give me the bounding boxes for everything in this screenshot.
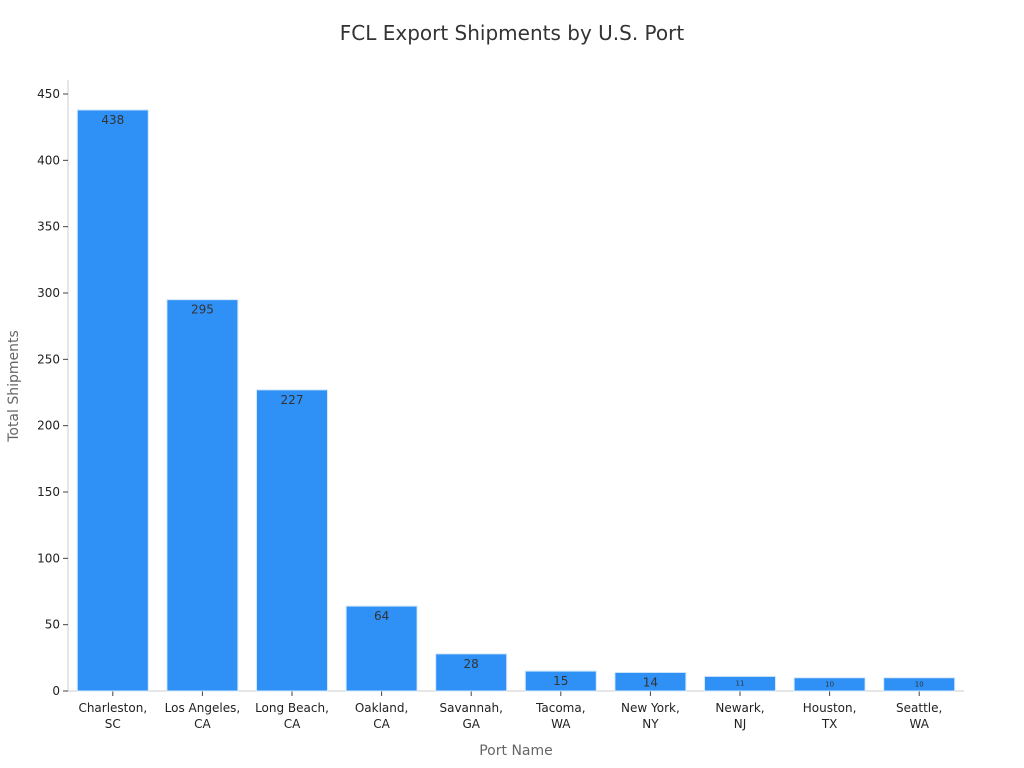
bar [793, 677, 866, 692]
bar [166, 299, 239, 692]
bar-value-label: 10 [825, 681, 834, 689]
x-tick-label: GA [462, 717, 480, 731]
bar [883, 677, 956, 692]
bar-value-label: 14 [643, 675, 658, 689]
bar [704, 675, 776, 692]
x-tick-label: SC [105, 717, 121, 731]
x-tick-label: WA [909, 717, 929, 731]
bar [256, 389, 328, 692]
bar [435, 653, 508, 692]
bar-value-label: 11 [736, 679, 745, 687]
x-tick-label: CA [194, 717, 211, 731]
y-tick-label: 50 [45, 618, 60, 632]
y-tick-label: 0 [52, 684, 60, 698]
y-tick-label: 250 [37, 352, 60, 366]
bar-value-label: 28 [464, 657, 479, 671]
x-axis: Charleston, SC Los Angeles, CA Long Beach, CA… [68, 690, 964, 731]
bar-value-label: 10 [915, 681, 924, 689]
y-tick-label: 300 [37, 286, 60, 300]
x-tick-label: NY [642, 717, 659, 731]
x-tick-label: Seattle, [896, 701, 942, 715]
bar-value-label: 438 [101, 113, 124, 127]
x-tick-label: New York, [621, 701, 680, 715]
bar-value-label: 64 [374, 609, 389, 623]
bar-value-label: 15 [553, 674, 568, 688]
x-tick-label: TX [821, 717, 838, 731]
bar [614, 671, 687, 692]
x-tick-label: WA [551, 717, 571, 731]
y-tick-label: 450 [37, 87, 60, 101]
bar-value-label: 295 [191, 303, 214, 317]
bar [524, 670, 597, 692]
bar [345, 605, 418, 692]
x-axis-title: Port Name [479, 743, 553, 759]
x-tick-label: Newark, [715, 701, 764, 715]
y-tick-label: 100 [37, 551, 60, 565]
y-tick-label: 350 [37, 220, 60, 234]
chart-title: FCL Export Shipments by U.S. Port [340, 21, 685, 45]
x-tick-label: Los Angeles, [165, 701, 240, 715]
x-tick-label: Oakland, [355, 701, 408, 715]
x-tick-label: Houston, [803, 701, 857, 715]
y-tick-label: 400 [37, 153, 60, 167]
y-tick-label: 200 [37, 419, 60, 433]
y-axis-title: Total Shipments [6, 330, 22, 443]
bars: 438 295 227 64 28 15 14 11 10 10 [76, 109, 956, 692]
x-tick-label: Tacoma, [535, 701, 586, 715]
y-tick-label: 150 [37, 485, 60, 499]
x-tick-label: Long Beach, [255, 701, 329, 715]
x-tick-label: NJ [734, 717, 747, 731]
y-axis: 0 50 100 150 200 250 300 350 400 450 [37, 80, 69, 698]
x-tick-label: CA [284, 717, 301, 731]
bar [76, 109, 149, 692]
x-tick-label: Charleston, [78, 701, 147, 715]
bar-value-label: 227 [281, 393, 304, 407]
x-tick-label: CA [373, 717, 390, 731]
x-tick-label: Savannah, [439, 701, 502, 715]
